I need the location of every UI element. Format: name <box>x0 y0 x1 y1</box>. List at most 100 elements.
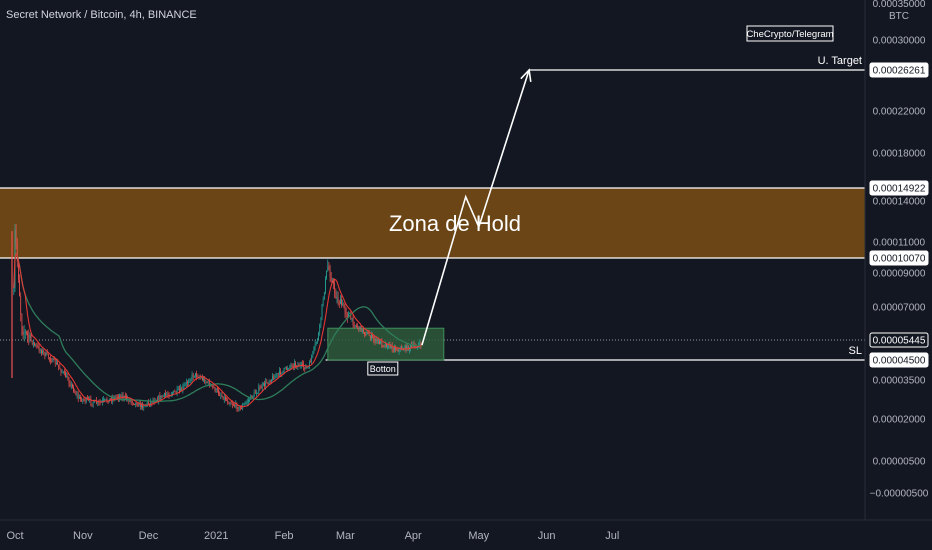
candle <box>292 363 294 371</box>
projection-line[interactable] <box>421 69 530 346</box>
candle <box>35 343 37 347</box>
candle <box>185 378 187 388</box>
candle <box>195 373 196 378</box>
candle <box>243 402 245 406</box>
candle <box>246 398 248 407</box>
candle <box>274 374 276 380</box>
y-tick-label: 0.00018000 <box>873 149 926 160</box>
candle <box>394 344 395 353</box>
candle <box>189 378 191 383</box>
candle <box>398 348 400 355</box>
currency-label: BTC <box>889 11 909 22</box>
candle <box>254 389 256 394</box>
candle <box>327 259 329 272</box>
candle <box>206 381 208 384</box>
price-level-tag-label: 0.00005445 <box>873 336 926 347</box>
candle <box>22 326 24 340</box>
candle <box>84 398 86 405</box>
hold-zone-label: Zona de Hold <box>389 211 521 236</box>
candle <box>263 382 264 387</box>
candle <box>217 386 218 393</box>
candle <box>383 344 385 348</box>
candle <box>154 398 156 403</box>
candle <box>275 372 277 378</box>
candle <box>91 403 93 408</box>
candle <box>45 351 47 357</box>
candle <box>249 398 250 403</box>
stop-loss-label: SL <box>849 345 862 357</box>
candle <box>266 378 268 384</box>
candle <box>150 398 152 408</box>
candle <box>312 350 314 359</box>
candle <box>106 396 108 403</box>
y-tick-label: 0.00007000 <box>873 303 926 314</box>
candle <box>23 325 25 342</box>
candle <box>220 392 222 400</box>
candle <box>264 380 265 389</box>
candle <box>135 402 137 408</box>
projection-arrowhead <box>520 68 532 83</box>
candle <box>51 357 53 364</box>
candle <box>64 368 65 376</box>
candle <box>159 392 161 401</box>
candle <box>328 262 330 271</box>
candle <box>49 357 50 363</box>
price-level-tag <box>869 250 929 266</box>
candle <box>325 275 326 295</box>
candle <box>90 395 92 407</box>
candle <box>318 331 319 340</box>
bottom-box-rect[interactable] <box>327 327 445 361</box>
candle <box>65 370 66 378</box>
candle <box>16 237 18 268</box>
candle <box>281 372 283 378</box>
candle <box>74 388 76 394</box>
candle <box>356 323 357 328</box>
candle <box>142 401 143 411</box>
candle <box>148 398 149 405</box>
candle <box>180 384 181 392</box>
candle <box>125 392 126 400</box>
candle <box>167 390 169 399</box>
candle <box>58 364 60 371</box>
time-axis[interactable]: Oct Nov Dec 2021 Feb Mar Apr May Jun Jul <box>0 519 932 542</box>
candle <box>67 372 69 381</box>
candle <box>379 339 380 345</box>
candle <box>322 296 324 307</box>
candle <box>73 384 74 393</box>
x-tick-label: Mar <box>336 530 355 542</box>
candle <box>351 317 353 322</box>
candle <box>184 382 186 387</box>
candle <box>191 371 193 382</box>
candle <box>137 402 139 408</box>
y-tick-label: 0.00011000 <box>873 238 926 249</box>
candle <box>420 341 422 350</box>
candle <box>110 398 111 400</box>
candle <box>253 389 255 398</box>
candle <box>269 379 271 385</box>
candle <box>19 274 20 297</box>
candle <box>342 299 344 307</box>
candle <box>256 389 257 397</box>
candle <box>335 288 337 299</box>
candle <box>183 381 185 390</box>
candle <box>392 345 394 353</box>
watermark-label: CheCrypto/Telegram <box>746 29 833 40</box>
candle <box>105 398 107 401</box>
candle <box>187 380 188 387</box>
candle <box>314 340 316 351</box>
candle <box>182 383 184 394</box>
candle <box>29 332 31 343</box>
candle <box>60 368 62 376</box>
candle <box>279 367 280 377</box>
candle <box>26 330 27 336</box>
candle <box>348 311 349 317</box>
candle <box>188 378 189 386</box>
candle <box>158 394 160 405</box>
candle <box>378 339 379 345</box>
candle <box>311 354 313 365</box>
candle <box>15 223 17 250</box>
candle <box>82 398 84 404</box>
price-level-tag-label: 0.00010070 <box>873 254 926 265</box>
